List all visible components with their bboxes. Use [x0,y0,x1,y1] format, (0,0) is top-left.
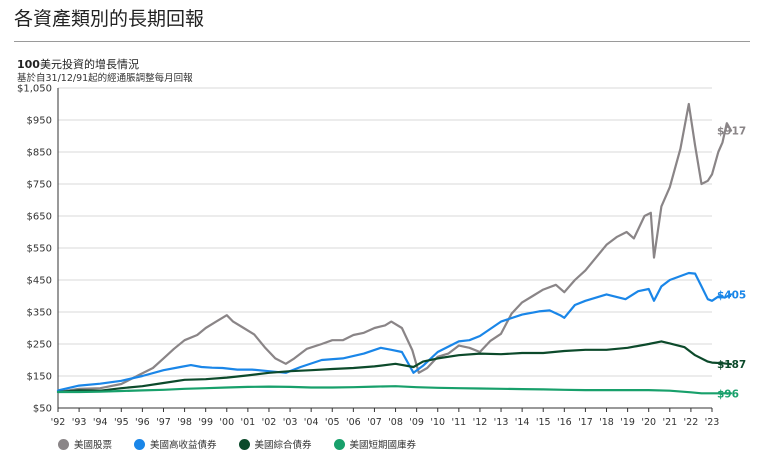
x-tick-label: '09 [409,417,424,428]
x-tick-label: '20 [641,417,656,428]
legend-label: 美國短期國庫券 [349,440,417,451]
y-tick-label: $50 [33,404,52,415]
x-tick-label: '08 [388,417,403,428]
x-tick-label: '93 [72,417,87,428]
chart-title-bold: 100 [17,58,40,71]
y-tick-label: $150 [27,372,52,383]
end-value-label: $917 [717,126,746,138]
end-value-label: $187 [717,359,746,371]
x-tick-label: '02 [262,417,277,428]
x-tick-label: '22 [684,417,699,428]
y-tick-label: $650 [27,212,52,223]
end-value-label: $405 [717,289,746,301]
chart-legend: 美國股票 美國高收益債券 美國綜合債券 美國短期國庫券 [58,437,438,451]
x-tick-label: '14 [515,417,530,428]
legend-label: 美國股票 [74,440,113,451]
x-tick-label: '98 [177,417,192,428]
chart-title: 100美元投資的增長情況 [17,56,139,72]
series-line-3 [56,385,733,395]
series-line-1 [56,271,733,392]
chart-subtitle: 基於自31/12/91起的經通脹調整每月回報 [17,73,193,84]
legend-swatch [134,438,146,450]
x-tick-label: '03 [283,417,298,428]
title-divider [14,41,750,42]
x-tick-label: '13 [494,417,509,428]
x-tick-label: '21 [662,417,677,428]
x-tick-label: '05 [325,417,340,428]
legend-swatch [333,438,345,450]
x-tick-label: '15 [536,417,551,428]
end-value-label: $96 [717,388,739,400]
x-tick-label: '99 [198,417,213,428]
y-tick-label: $850 [27,148,52,159]
y-tick-label: $550 [27,244,52,255]
x-tick-label: '19 [620,417,635,428]
legend-swatch [58,438,69,450]
x-tick-label: '00 [219,417,234,428]
x-tick-label: '04 [304,417,319,428]
x-tick-label: '11 [451,417,466,428]
series-line-0 [56,102,733,394]
series-line-2 [56,340,733,394]
y-tick-label: $450 [27,276,52,287]
y-tick-label: $1,050 [17,84,52,95]
legend-label: 美國高收益債券 [150,440,217,451]
x-tick-label: '94 [93,417,108,428]
legend-swatch [238,438,250,450]
x-tick-label: '96 [135,417,150,428]
y-tick-label: $250 [27,340,52,351]
x-tick-label: '01 [241,417,256,428]
y-tick-label: $750 [27,180,52,191]
legend-item: 美國綜合債券 [238,437,312,451]
x-tick-label: '23 [705,417,720,428]
x-tick-label: '06 [346,417,361,428]
y-tick-label: $950 [27,116,52,127]
x-tick-label: '97 [156,417,171,428]
y-tick-label: $350 [27,308,52,319]
x-tick-label: '16 [557,417,572,428]
legend-item: 美國短期國庫券 [333,437,417,451]
x-tick-label: '95 [114,417,129,428]
page-title: 各資產類別的長期回報 [14,8,205,30]
x-tick-label: '07 [367,417,382,428]
x-tick-label: '18 [599,417,614,428]
x-tick-label: '10 [430,417,445,428]
legend-item: 美國高收益債券 [134,437,217,451]
legend-item: 美國股票 [58,437,112,451]
chart-title-rest: 美元投資的增長情況 [39,58,139,71]
x-tick-label: '17 [578,417,593,428]
x-tick-label: '12 [473,417,488,428]
legend-label: 美國綜合債券 [254,440,312,451]
x-tick-label: '92 [51,417,66,428]
